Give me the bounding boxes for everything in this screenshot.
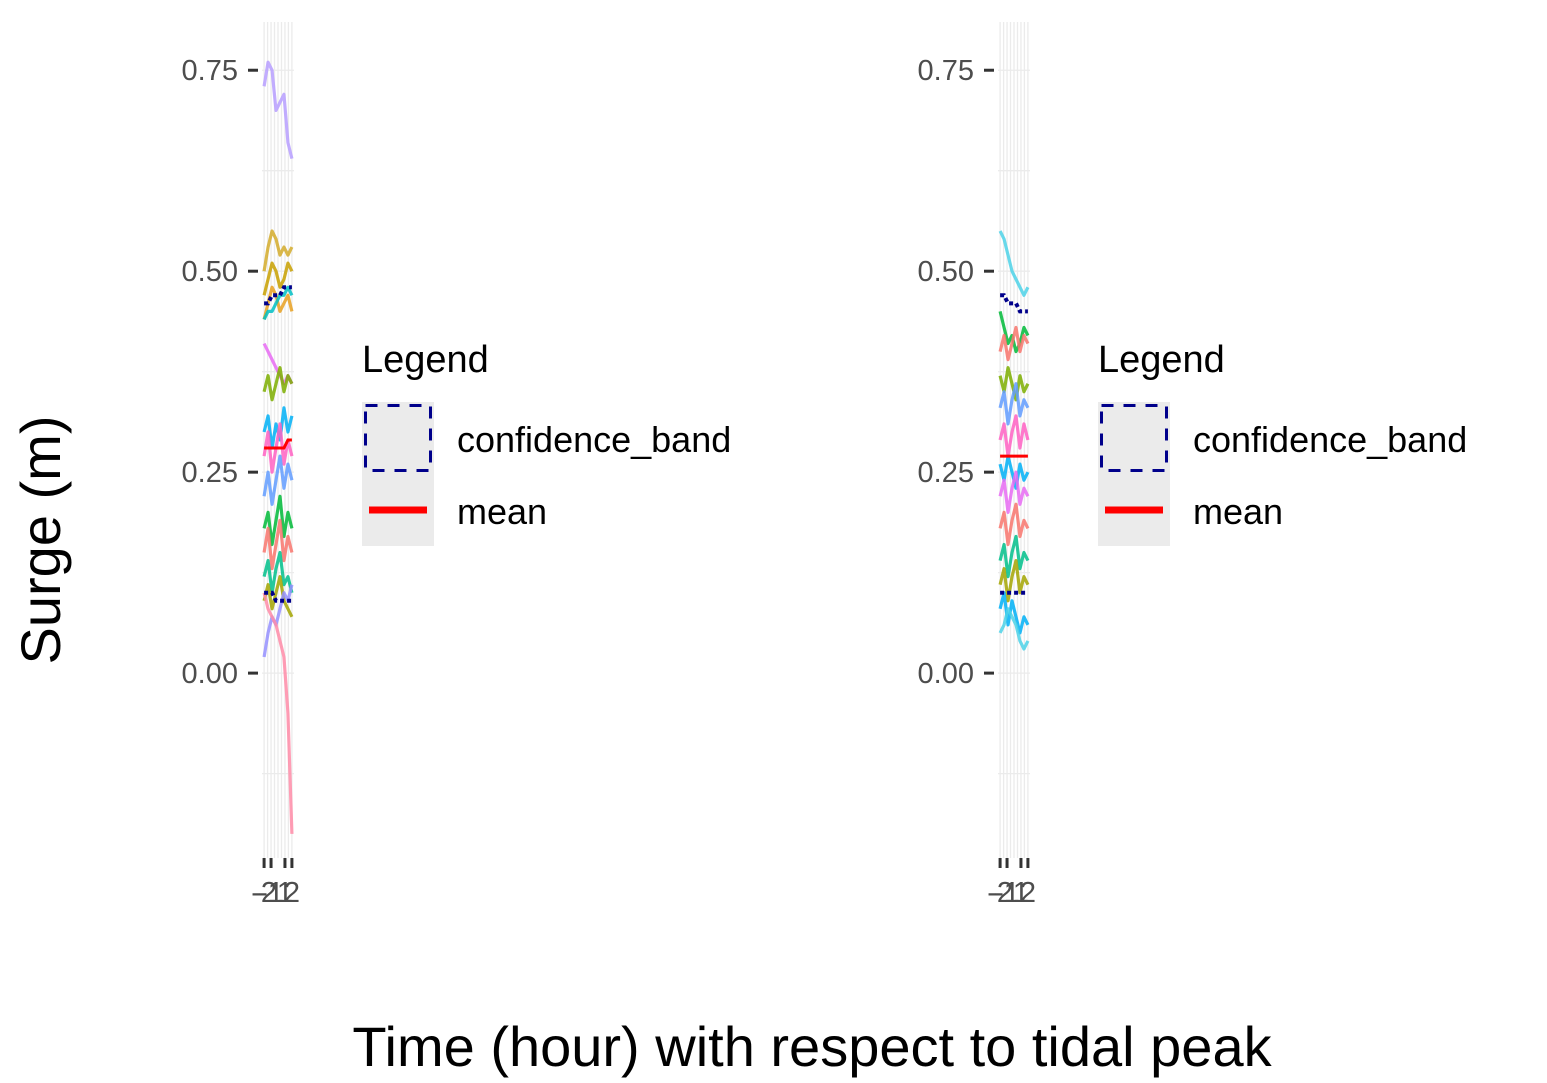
y-tick-label: 0.75 xyxy=(182,55,238,87)
series-line xyxy=(262,454,294,506)
y-tick-label: 0.25 xyxy=(918,457,974,489)
y-tick-label: 0.25 xyxy=(182,457,238,489)
legend-title: Legend xyxy=(1098,339,1225,381)
x-axis-title: Time (hour) with respect to tidal peak xyxy=(352,1015,1272,1078)
series-line xyxy=(998,382,1030,426)
series-line xyxy=(262,575,294,618)
series-line xyxy=(262,366,294,402)
legend-key-confidence-band xyxy=(1100,404,1168,472)
y-tick-label: 0.00 xyxy=(182,658,238,690)
right-panel: 0.00 0.25 0.50 0.75 -2-112 xyxy=(918,22,1036,909)
y-axis-title: Surge (m) xyxy=(9,416,72,665)
legend-label-mean: mean xyxy=(457,491,547,532)
y-tick-label: 0.50 xyxy=(182,256,238,288)
x-tick-label: 1 xyxy=(1013,877,1029,909)
x-tick-label: -1 xyxy=(994,877,1020,909)
mean-line xyxy=(264,438,292,450)
series-line xyxy=(262,261,294,296)
legend-label-confidence-band: confidence_band xyxy=(1193,419,1467,460)
legend-label-confidence-band: confidence_band xyxy=(457,419,731,460)
series-line xyxy=(998,558,1030,603)
series-line xyxy=(262,592,294,834)
series-line xyxy=(262,285,294,320)
series-line xyxy=(998,470,1030,514)
x-tick-label: -2 xyxy=(251,877,277,909)
legend-key-background xyxy=(362,402,434,546)
legend-key-confidence-band xyxy=(364,404,432,472)
series-line xyxy=(998,325,1030,362)
legend-title: Legend xyxy=(362,339,489,381)
series-line xyxy=(998,230,1030,297)
right-legend: Legend confidence_band mean xyxy=(1098,339,1467,546)
x-tick-label: 2 xyxy=(1020,877,1036,909)
series-line xyxy=(998,591,1030,635)
legend-label-mean: mean xyxy=(1193,491,1283,532)
legend-key-background xyxy=(1098,402,1170,546)
x-tick-label: 1 xyxy=(277,877,293,909)
series-line xyxy=(262,229,294,272)
series-line xyxy=(998,310,1030,354)
series-line xyxy=(262,518,294,571)
y-tick-label: 0.00 xyxy=(918,658,974,690)
series-line xyxy=(998,502,1030,547)
series-line xyxy=(998,414,1030,458)
series-line xyxy=(998,534,1030,579)
series-line xyxy=(262,60,294,160)
confidence-band-lower xyxy=(264,590,292,603)
series-line xyxy=(998,607,1030,651)
series-line xyxy=(262,494,294,547)
series-line xyxy=(262,550,294,595)
x-tick-label: 2 xyxy=(284,877,300,909)
y-tick-label: 0.75 xyxy=(918,55,974,87)
series-line xyxy=(262,285,294,321)
y-tick-label: 0.50 xyxy=(918,256,974,288)
left-panel: 0.00 0.25 0.50 0.75 -2-112 xyxy=(182,22,300,909)
left-legend: Legend confidence_band mean xyxy=(362,339,731,546)
x-tick-label: -1 xyxy=(258,877,284,909)
x-tick-label: -2 xyxy=(987,877,1013,909)
